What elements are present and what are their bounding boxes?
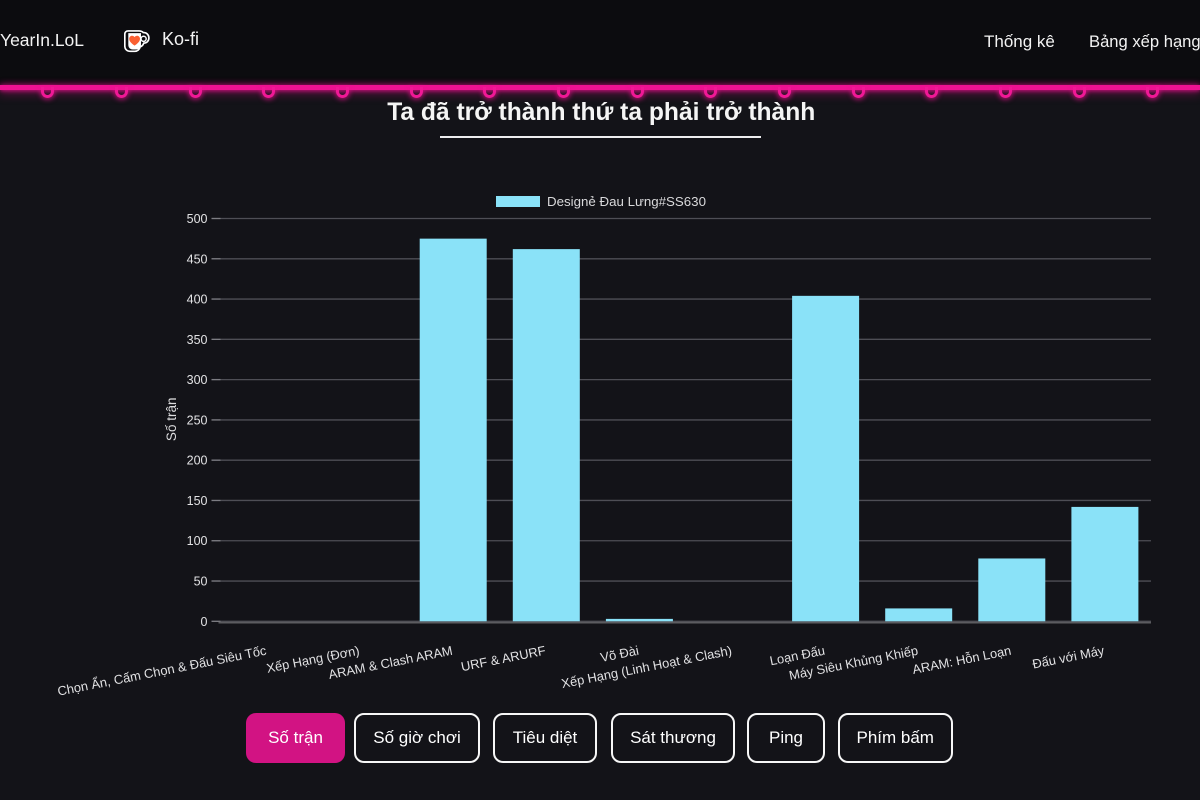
svg-text:500: 500 [187, 212, 208, 226]
svg-text:350: 350 [187, 333, 208, 347]
svg-text:50: 50 [194, 575, 208, 589]
svg-text:300: 300 [187, 373, 208, 387]
svg-text:250: 250 [187, 413, 208, 427]
svg-text:Số trận: Số trận [164, 398, 179, 442]
svg-text:0: 0 [201, 615, 208, 629]
svg-text:URF & ARURF: URF & ARURF [460, 643, 547, 674]
svg-text:ARAM: Hỗn Loạn: ARAM: Hỗn Loạn [911, 643, 1012, 677]
svg-text:150: 150 [187, 494, 208, 508]
svg-text:Đấu với Máy: Đấu với Máy [1031, 643, 1106, 672]
svg-text:400: 400 [187, 293, 208, 307]
svg-text:Võ Đài: Võ Đài [599, 643, 640, 665]
svg-text:100: 100 [187, 534, 208, 548]
svg-text:200: 200 [187, 454, 208, 468]
svg-text:450: 450 [187, 252, 208, 266]
svg-text:Xếp Hạng (Linh Hoạt & Clash): Xếp Hạng (Linh Hoạt & Clash) [560, 643, 733, 691]
svg-text:Chọn Ẩn, Cấm Chọn & Đấu Siêu T: Chọn Ẩn, Cấm Chọn & Đấu Siêu Tốc [56, 643, 268, 699]
